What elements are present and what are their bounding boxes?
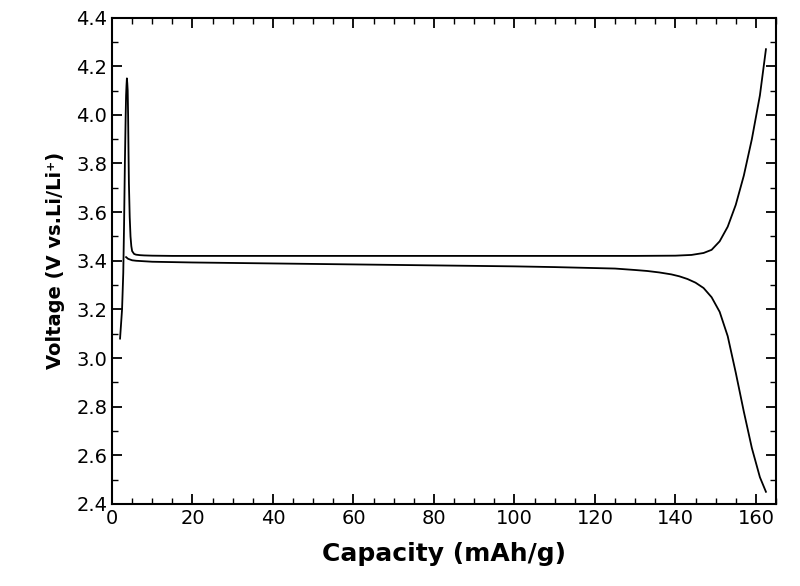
Y-axis label: Voltage (V vs.Li/Li⁺): Voltage (V vs.Li/Li⁺) (46, 152, 65, 369)
X-axis label: Capacity (mAh/g): Capacity (mAh/g) (322, 541, 566, 565)
